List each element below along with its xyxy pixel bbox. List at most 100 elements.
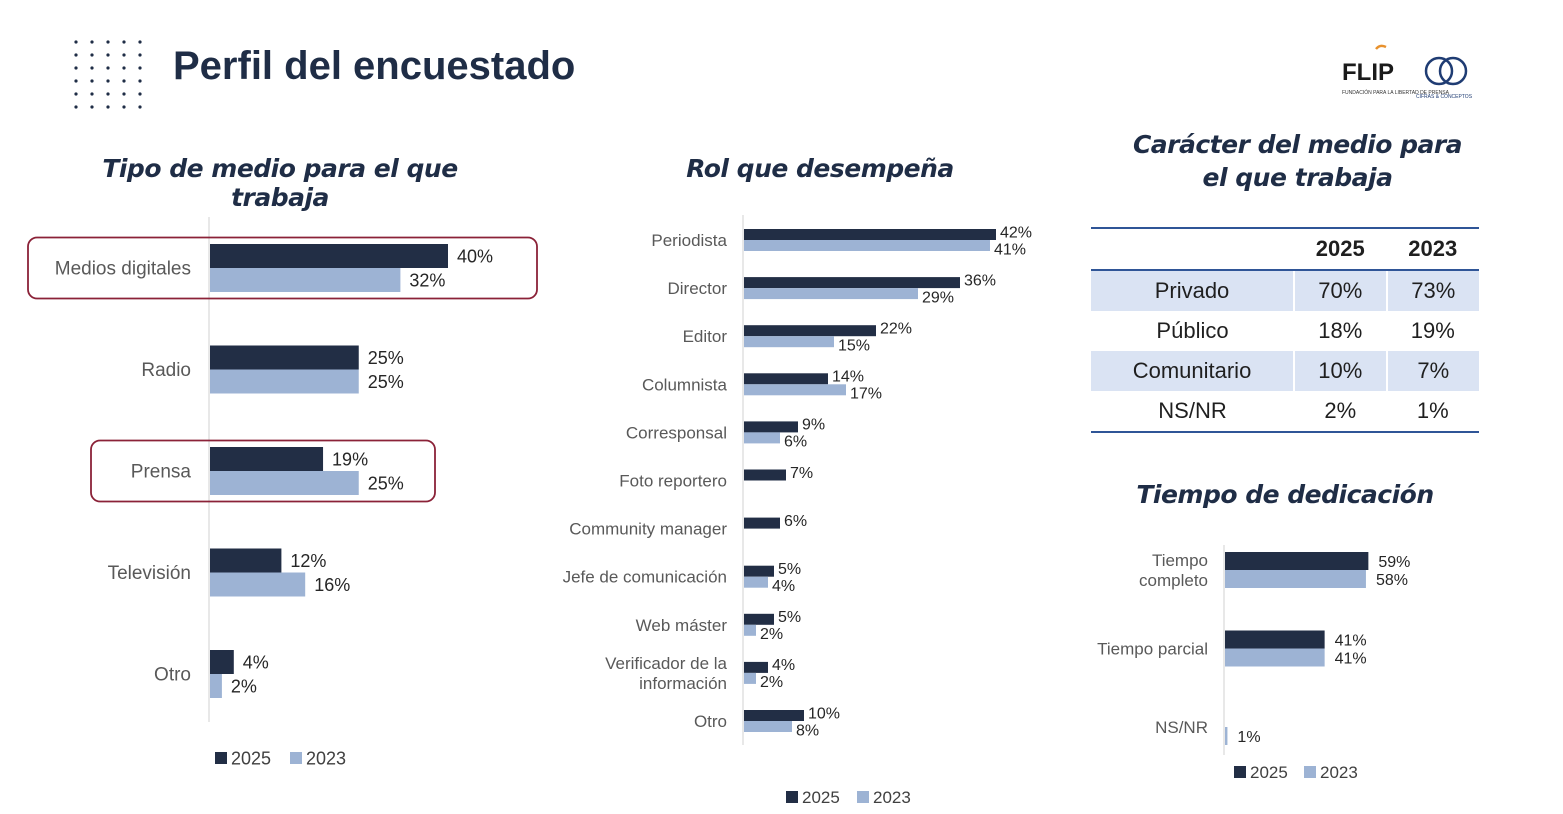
table-header-cell: 2023 xyxy=(1386,227,1479,271)
data-label: 25% xyxy=(368,348,404,368)
category-label: Otro xyxy=(154,665,191,686)
bar-2023 xyxy=(744,384,846,396)
dot xyxy=(106,40,110,44)
data-label: 41% xyxy=(1335,632,1367,649)
bar-2023 xyxy=(1225,648,1325,667)
bar-2025 xyxy=(744,710,804,721)
data-label: 32% xyxy=(409,270,445,290)
category-label: Foto reportero xyxy=(619,471,727,490)
dot xyxy=(74,53,78,57)
bar-2023 xyxy=(744,432,780,444)
cifras-logo: CIFRAS & CONCEPTOS xyxy=(1416,56,1473,100)
data-label: 42% xyxy=(1000,224,1032,241)
dot xyxy=(106,53,110,57)
data-label: 10% xyxy=(808,705,840,722)
dot xyxy=(90,66,94,70)
page-title: Perfil del encuestado xyxy=(173,44,576,88)
cifras-logo-subtitle: CIFRAS & CONCEPTOS xyxy=(1416,94,1473,100)
data-label: 36% xyxy=(964,272,996,289)
table-cell: NS/NR xyxy=(1091,391,1295,433)
dot xyxy=(74,40,78,44)
dot xyxy=(138,92,142,96)
legend-label: 2023 xyxy=(1320,763,1358,782)
category-label: Community manager xyxy=(569,520,727,539)
data-label: 2% xyxy=(760,626,783,643)
bar-2023 xyxy=(1225,727,1228,745)
bar-2023 xyxy=(744,576,768,588)
legend-swatch xyxy=(1234,766,1246,778)
dot xyxy=(138,79,142,83)
category-label: Radio xyxy=(141,360,191,381)
bar-2025 xyxy=(210,244,448,268)
table-cell: 1% xyxy=(1386,391,1479,433)
data-label: 59% xyxy=(1378,554,1410,571)
data-label: 1% xyxy=(1237,729,1260,746)
legend-label: 2025 xyxy=(231,748,271,768)
dot xyxy=(74,66,78,70)
bar-2023 xyxy=(210,471,359,495)
data-label: 41% xyxy=(994,241,1026,258)
dot xyxy=(106,105,110,109)
legend-label: 2025 xyxy=(802,788,840,807)
dot xyxy=(90,92,94,96)
category-label: Prensa xyxy=(131,462,192,483)
bar-2025 xyxy=(744,565,774,577)
bar-2023 xyxy=(744,240,990,251)
bar-2023 xyxy=(744,624,756,636)
category-label: Tiempo parcial xyxy=(1097,639,1208,658)
legend-swatch xyxy=(215,752,227,764)
dot xyxy=(90,53,94,57)
data-label: 4% xyxy=(772,578,795,595)
dot xyxy=(74,105,78,109)
data-label: 5% xyxy=(778,561,801,578)
data-label: 6% xyxy=(784,434,807,451)
bar-2025 xyxy=(744,325,876,337)
data-label: 7% xyxy=(790,465,813,482)
dot xyxy=(122,66,126,70)
category-label: Corresponsal xyxy=(626,423,727,442)
table-row: Privado 70% 73% xyxy=(1091,270,1479,311)
bar-2025 xyxy=(210,345,359,370)
table-header-row: 2025 2023 xyxy=(1091,227,1479,271)
category-label: Otro xyxy=(694,712,727,731)
data-label: 58% xyxy=(1376,572,1408,589)
dot xyxy=(106,66,110,70)
data-label: 4% xyxy=(243,652,269,672)
data-label: 29% xyxy=(922,289,954,306)
data-label: 41% xyxy=(1335,650,1367,667)
flip-logo: FLIP FUNDACIÓN PARA LA LIBERTAD DE PRENS… xyxy=(1342,44,1450,96)
data-label: 17% xyxy=(850,386,882,403)
bar-2025 xyxy=(210,548,282,573)
data-label: 2% xyxy=(231,676,257,696)
legend-swatch xyxy=(786,791,798,803)
table-cell: 19% xyxy=(1410,318,1455,343)
category-label: Jefe de comunicación xyxy=(563,568,727,587)
legend-label: 2025 xyxy=(1250,763,1288,782)
category-label: Tiempo completo xyxy=(1139,551,1208,590)
highlight-box xyxy=(90,439,436,503)
chart-title-caracter: Carácter del medio para el que trabaja xyxy=(1132,130,1463,192)
chart-title-rol: Rol que desempeña xyxy=(686,154,954,183)
legend-label: 2023 xyxy=(873,788,911,807)
bar-2025 xyxy=(210,650,234,674)
caracter-table: 2025 2023 Privado 70% 73% Público 18% 19… xyxy=(1091,227,1479,433)
table-header-cell xyxy=(1091,227,1295,271)
table-header-cell: 2025 xyxy=(1294,227,1387,271)
category-label: NS/NR xyxy=(1155,718,1208,737)
data-label: 9% xyxy=(802,417,825,434)
table-cell: Privado xyxy=(1091,270,1295,311)
dot xyxy=(90,40,94,44)
bar-2025 xyxy=(744,469,786,481)
data-label: 6% xyxy=(784,513,807,530)
dot xyxy=(138,40,142,44)
dot xyxy=(74,79,78,83)
data-label: 19% xyxy=(332,449,368,469)
dot xyxy=(122,53,126,57)
table-row: Comunitario 10% 7% xyxy=(1091,351,1479,391)
category-label: Director xyxy=(667,279,727,298)
flip-logo-text: FLIP xyxy=(1342,59,1394,86)
dot xyxy=(122,79,126,83)
